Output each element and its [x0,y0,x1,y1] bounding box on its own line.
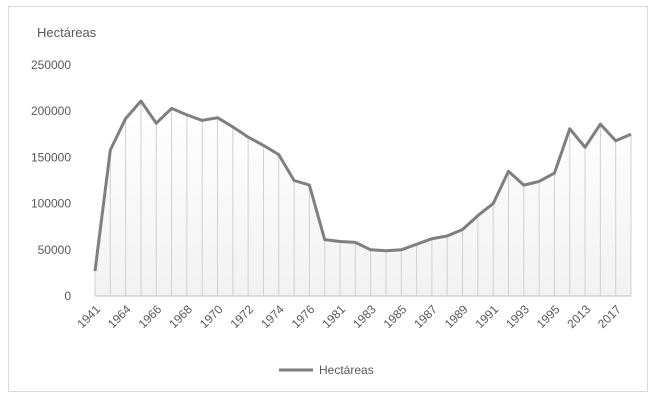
x-tick-label: 1970 [197,302,226,331]
y-tick-label: 150000 [31,150,71,164]
x-tick-label: 1987 [411,302,440,331]
x-tick-label: 1981 [319,302,348,331]
drop-lines [94,101,632,296]
y-tick-label: 250000 [31,58,71,72]
legend-label: Hectáreas [319,363,374,377]
y-tick-label: 200000 [31,104,71,118]
series-layer [93,99,632,272]
x-tick-label: 1993 [503,302,532,331]
y-tick-label: 0 [64,289,71,303]
x-tick-label: 2017 [595,302,624,331]
x-tick-label: 1966 [136,302,165,331]
x-tick-label: 1995 [534,302,563,331]
x-tick-label: 1972 [227,302,256,331]
x-tick-label: 1985 [381,302,410,331]
x-tick-label: 1989 [442,302,471,331]
x-tick-label: 1941 [74,302,103,331]
x-axis-ticks: 1941 1964 1966 1968 1970 1972 1974 1976 1981 1983… [74,302,624,331]
y-axis-title: Hectáreas [37,25,97,40]
legend: Hectáreas [279,363,374,377]
chart-frame: Hectáreas 0 50000 100000 150000 200000 250000… [8,6,648,392]
x-tick-label: 1974 [258,302,287,331]
chart: Hectáreas 0 50000 100000 150000 200000 250000… [31,25,632,377]
y-axis-ticks: 0 50000 100000 150000 200000 250000 [31,58,71,303]
area-layer [95,101,631,296]
series-area [95,101,631,296]
x-tick-label: 1964 [105,302,134,331]
y-tick-label: 50000 [38,243,72,257]
series-line [93,99,632,272]
x-tick-label: 1991 [473,302,502,331]
x-tick-label: 1968 [166,302,195,331]
x-tick-label: 1983 [350,302,379,331]
y-tick-label: 100000 [31,197,71,211]
x-tick-label: 2013 [564,302,593,331]
x-tick-label: 1976 [289,302,318,331]
